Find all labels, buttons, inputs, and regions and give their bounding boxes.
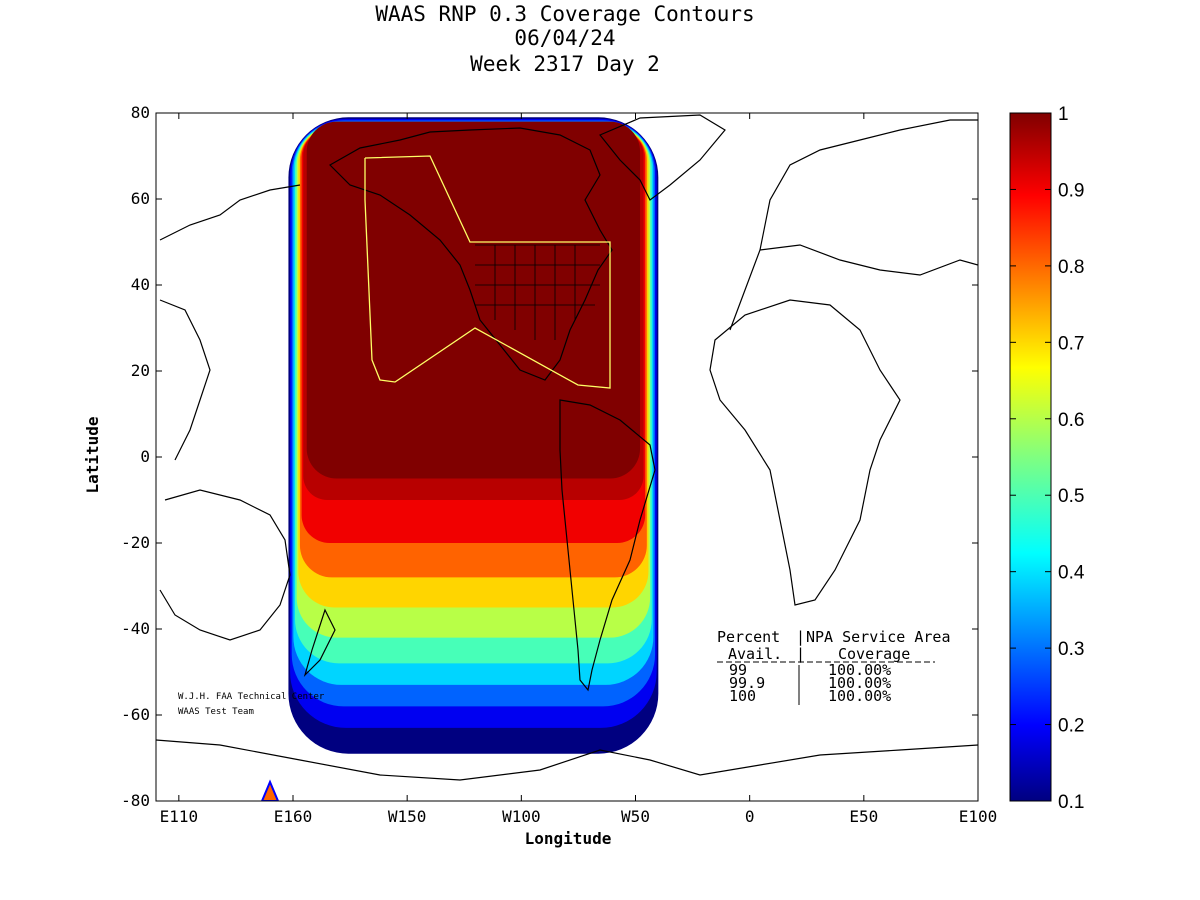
y-axis-label: Latitude: [83, 416, 102, 493]
colorbar-tick-label: 1: [1058, 104, 1069, 125]
x-tick-label: E100: [959, 807, 998, 826]
x-tick-label: W150: [388, 807, 427, 826]
colorbar-tick-label: 0.6: [1058, 410, 1084, 431]
asia-coast: [159, 184, 301, 461]
npa-service-area-outline: [364, 155, 611, 389]
y-tick-label: 80: [131, 103, 150, 122]
y-tick-label: 40: [131, 275, 150, 294]
coastlines: [156, 114, 978, 781]
colorbar-tick-label: 0.8: [1058, 257, 1084, 278]
y-tick-label: 20: [131, 361, 150, 380]
service-table: Percent | NPA Service Area Avail. | Cove…: [717, 628, 951, 705]
antarctica-coast: [156, 739, 978, 781]
x-axis-ticks: E110 E160 W150 W100 W50 0 E50 E100: [160, 113, 998, 826]
table-row-2-avail: 99.9: [729, 674, 765, 692]
table-row-3-avail: 100: [729, 687, 756, 705]
y-tick-label: 60: [131, 189, 150, 208]
colorbar-tick-label: 0.3: [1058, 639, 1084, 660]
south-america-coast: [559, 399, 656, 692]
chart-title-line-3: Week 2317 Day 2: [470, 52, 660, 76]
map-area: W.J.H. FAA Technical Center WAAS Test Te…: [156, 113, 978, 801]
y-tick-label: 0: [140, 447, 150, 466]
table-header-divider: |: [796, 628, 805, 646]
chart-title-line-2: 06/04/24: [514, 26, 615, 50]
table-row-1-avail: 99: [729, 661, 747, 679]
table-header-percent: Percent: [717, 628, 780, 646]
north-america-coast: [329, 127, 613, 381]
chart-title-line-1: WAAS RNP 0.3 Coverage Contours: [375, 2, 754, 26]
greenland-coast: [599, 114, 726, 201]
x-tick-label: W100: [502, 807, 541, 826]
credit-line-1: W.J.H. FAA Technical Center: [178, 692, 325, 702]
y-tick-label: -40: [121, 619, 150, 638]
colorbar-tick-label: 0.4: [1058, 563, 1085, 584]
table-header-service-area: NPA Service Area: [806, 628, 951, 646]
africa-coast: [709, 299, 901, 606]
x-tick-label: E110: [160, 807, 199, 826]
colorbar-tick-label: 0.5: [1058, 486, 1084, 507]
colorbar-tick-label: 0.7: [1058, 333, 1084, 354]
table-row-3-coverage: 100.00%: [828, 687, 891, 705]
table-subheader-avail: Avail.: [728, 645, 782, 663]
x-tick-label: W50: [621, 807, 650, 826]
y-axis-ticks: 80 60 40 20 0 -20 -40 -60 -80: [121, 103, 978, 810]
table-subheader-divider: |: [796, 645, 805, 663]
southern-coverage-artifact: [260, 779, 280, 801]
colorbar-tick-label: 0.1: [1058, 792, 1084, 813]
new-zealand-coast: [303, 608, 336, 678]
x-tick-label: E160: [274, 807, 313, 826]
colorbar-tick-label: 0.9: [1058, 180, 1084, 201]
colorbar: 1 0.9 0.8 0.7 0.6 0.5 0.4 0.3 0.2 0.1: [1009, 104, 1085, 813]
australia-coast: [159, 489, 291, 641]
colorbar-gradient: [1009, 112, 1052, 802]
us-state-borders: [475, 244, 600, 340]
colorbar-tick-label: 0.2: [1058, 716, 1084, 737]
x-tick-label: E50: [849, 807, 878, 826]
coverage-contours: [288, 117, 659, 754]
table-subheader-coverage: Coverage: [838, 645, 910, 663]
x-tick-label: 0: [745, 807, 755, 826]
x-axis-label: Longitude: [525, 829, 612, 848]
colorbar-ticks: 1 0.9 0.8 0.7 0.6 0.5 0.4 0.3 0.2 0.1: [1010, 104, 1085, 813]
table-row-1-coverage: 100.00%: [828, 661, 891, 679]
credit-line-2: WAAS Test Team: [178, 707, 254, 717]
y-tick-label: -20: [121, 533, 150, 552]
y-tick-label: -80: [121, 791, 150, 810]
y-tick-label: -60: [121, 705, 150, 724]
table-row-2-coverage: 100.00%: [828, 674, 891, 692]
europe-coast: [729, 119, 978, 331]
